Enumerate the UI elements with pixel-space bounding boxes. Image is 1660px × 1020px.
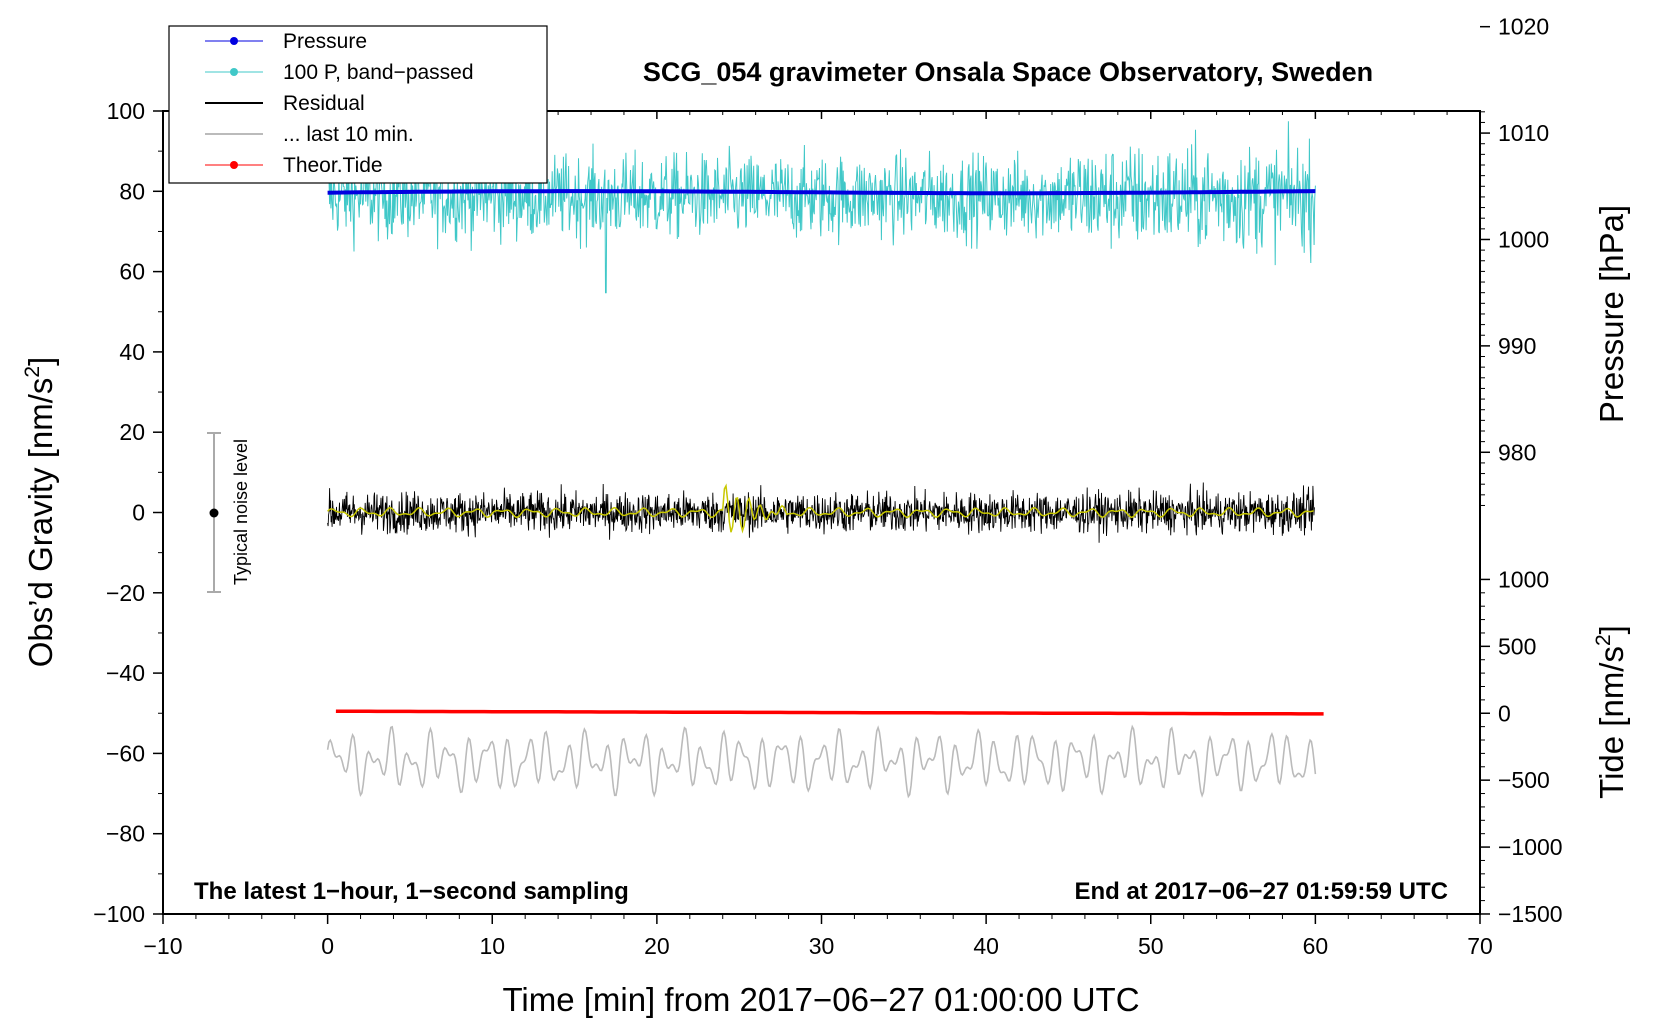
legend-label-100-p-band-passed: 100 P, band−passed: [283, 61, 474, 84]
tide-axis-title-end: ]: [1593, 625, 1630, 634]
x-tick-label: 30: [809, 933, 835, 959]
x-axis-title: Time [min] from 2017−06−27 01:00:00 UTC: [502, 981, 1139, 1018]
legend-label-pressure: Pressure: [283, 30, 367, 53]
y-tick-label: −40: [106, 660, 145, 686]
y-tick-label: −20: [106, 580, 145, 606]
legend-box: [168, 25, 548, 184]
y-axis-title-sup: 2: [21, 366, 44, 378]
tide-tick-label: −1000: [1498, 834, 1563, 860]
tide-tick-label: 1000: [1498, 566, 1549, 592]
pressure-tick-label: 1000: [1498, 226, 1549, 252]
x-tick-label: 50: [1138, 933, 1164, 959]
y-axis-title-end: ]: [22, 357, 59, 366]
series-pressure: [327, 189, 1316, 196]
x-tick-label: 40: [973, 933, 999, 959]
y-axis-title: Obs’d Gravity [nm/s2]: [21, 357, 59, 668]
pressure-tick-label: 1010: [1498, 120, 1549, 146]
series-theor-tide: [335, 709, 1324, 716]
legend-label-theor-tide: Theor.Tide: [283, 154, 383, 177]
x-tick-label: 0: [321, 933, 334, 959]
noise-bar-label: Typical noise level: [231, 439, 251, 585]
pressure-tick-label: 980: [1498, 439, 1536, 465]
tide-axis-title-main: Tide [nm/s: [1593, 646, 1630, 799]
series-100p-band-passed: [327, 121, 1316, 294]
x-tick-label: 10: [479, 933, 505, 959]
tide-axis-title-sup: 2: [1592, 634, 1615, 646]
pressure-tick-label: 1020: [1498, 14, 1549, 40]
pressure-tick-label: 990: [1498, 333, 1536, 359]
note-right: End at 2017−06−27 01:59:59 UTC: [1074, 878, 1448, 905]
pressure-axis-title: Pressure [hPa]: [1593, 205, 1630, 423]
x-tick-label: 70: [1467, 933, 1493, 959]
series-residual-smoothed: [327, 483, 1314, 534]
noise-bar-center: [209, 508, 219, 518]
y-axis-title-main: Obs’d Gravity [nm/s: [22, 378, 59, 668]
legend-marker-theor-tide: [230, 161, 238, 169]
legend: Pressure 100 P, band−passed Residual ... la…: [168, 25, 548, 184]
note-left: The latest 1−hour, 1−second sampling: [194, 878, 629, 905]
series-residual: [327, 482, 1315, 543]
tide-tick-label: −500: [1498, 767, 1550, 793]
y-tick-label: −80: [106, 821, 145, 847]
y-tick-label: 0: [132, 500, 145, 526]
tide-tick-label: 500: [1498, 633, 1536, 659]
noise-bar: Typical noise level: [207, 432, 251, 593]
chart-title: SCG_054 gravimeter Onsala Space Observat…: [643, 57, 1373, 87]
x-tick-label: −10: [143, 933, 182, 959]
legend-label-residual: Residual: [283, 92, 365, 115]
tide-tick-label: 0: [1498, 700, 1511, 726]
legend-label-last-10-min: ... last 10 min.: [283, 123, 414, 146]
y-tick-label: 40: [119, 339, 145, 365]
y-tick-label: −60: [106, 740, 145, 766]
x-tick-label: 60: [1303, 933, 1329, 959]
legend-marker-pressure: [230, 37, 238, 45]
tide-axis-title: Tide [nm/s2]: [1592, 625, 1630, 799]
y-tick-label: −100: [93, 901, 145, 927]
y-tick-label: 100: [107, 98, 145, 124]
series-last-10-min: [326, 724, 1317, 799]
tide-tick-label: −1500: [1498, 901, 1563, 927]
legend-marker-100-p-band-passed: [230, 68, 238, 76]
y-tick-label: 60: [119, 259, 145, 285]
y-tick-label: 80: [119, 178, 145, 204]
x-tick-label: 20: [644, 933, 670, 959]
y-tick-label: 20: [119, 419, 145, 445]
